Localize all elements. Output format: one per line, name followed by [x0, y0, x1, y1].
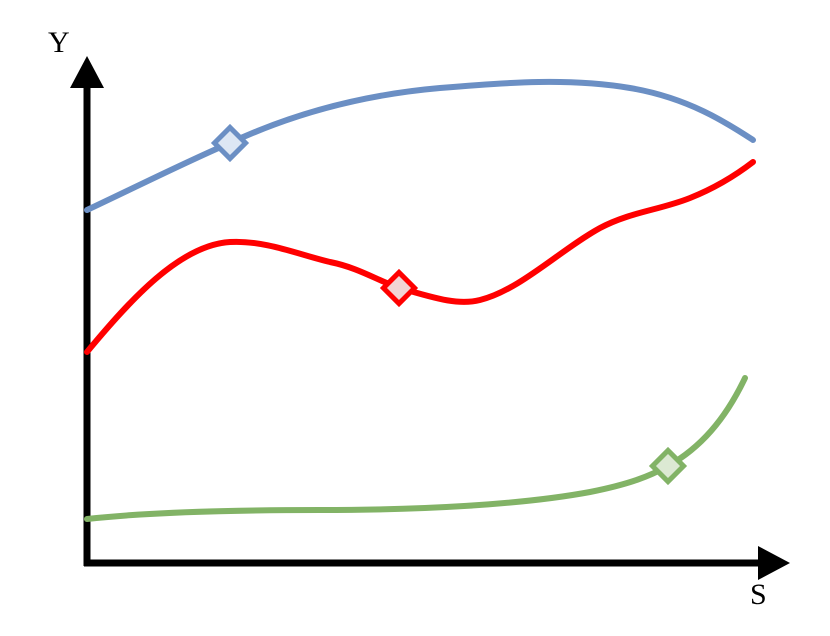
- y-axis-label: Y: [48, 26, 70, 59]
- green-curve: [84, 375, 748, 522]
- x-axis-arrowhead: [758, 546, 790, 580]
- x-axis-label: S: [750, 578, 767, 611]
- blue-curve: [84, 78, 756, 213]
- red-curve-marker: [379, 268, 419, 308]
- y-axis-arrowhead: [70, 56, 104, 88]
- green-curve-marker: [648, 446, 688, 486]
- blue-curve-marker: [210, 123, 250, 163]
- red-curve: [84, 159, 756, 355]
